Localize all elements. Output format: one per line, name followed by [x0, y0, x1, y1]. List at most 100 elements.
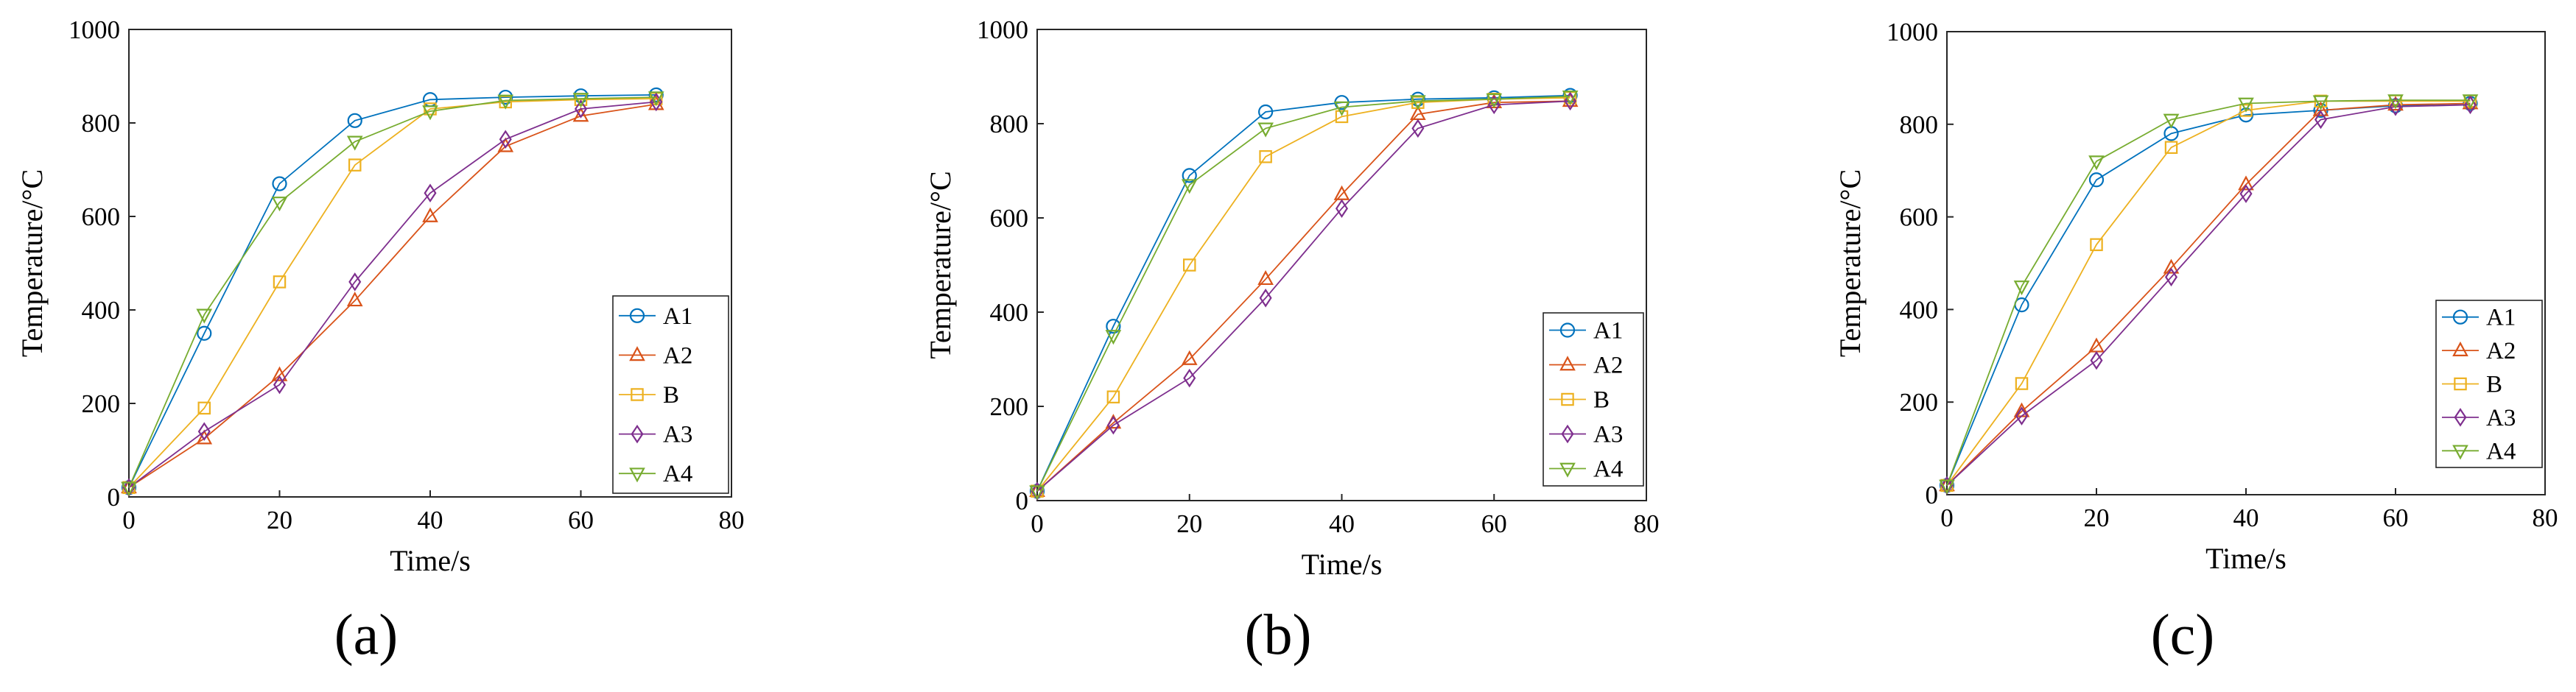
series-line-a2 [1946, 102, 2471, 487]
legend-label-a4: A4 [2486, 438, 2516, 465]
data-point-a3 [2015, 406, 2029, 426]
x-axis-title: Time/s [1302, 548, 1383, 581]
legend-label-b: B [663, 382, 679, 409]
data-point-a2 [2163, 258, 2180, 274]
y-tick-label: 400 [1900, 295, 1939, 324]
data-point-a4 [572, 93, 589, 108]
legend-marker-a3 [2454, 408, 2467, 427]
series-line-b [128, 98, 656, 488]
data-point-a3 [1106, 415, 1120, 435]
data-point-a4 [1410, 95, 1426, 110]
data-point-a4 [1486, 93, 1503, 108]
data-point-b [1182, 258, 1196, 272]
data-point-a3 [2314, 110, 2328, 130]
data-point-a4 [121, 481, 137, 497]
data-point-a3 [499, 130, 512, 149]
data-point-a3 [2239, 184, 2253, 203]
legend-marker-b [2454, 377, 2467, 391]
data-point-a1 [573, 88, 589, 104]
data-point-b [1335, 110, 1349, 124]
panel-label: (a) [334, 602, 399, 666]
data-point-b [2015, 377, 2029, 390]
legend-label-a3: A3 [2486, 405, 2516, 431]
y-tick-label: 600 [82, 202, 121, 231]
data-point-b [2090, 238, 2103, 252]
data-point-a4 [1105, 330, 1122, 345]
data-point-a4 [346, 135, 363, 151]
legend-marker-b [1561, 392, 1574, 406]
legend-label-b: B [1593, 387, 1610, 414]
x-tick-label: 40 [2233, 504, 2259, 532]
data-point-a2 [271, 366, 288, 381]
legend-label-a3: A3 [1593, 422, 1623, 448]
data-point-b [273, 275, 287, 289]
panel-label: (c) [2151, 602, 2215, 666]
legend-label-a4: A4 [1593, 456, 1623, 483]
data-point-a4 [1029, 485, 1045, 501]
y-axis-title: Temperature/°C [924, 171, 957, 359]
y-tick-label: 200 [990, 392, 1029, 421]
chart-panel-1: 0 20 40 60 8002004006008001000Time/sTemperat… [15, 15, 745, 666]
data-point-b [2239, 104, 2253, 117]
series-line-a1 [1946, 102, 2471, 486]
x-tick-label: 20 [2084, 504, 2110, 532]
y-tick-label: 0 [1016, 487, 1029, 515]
data-point-a1 [347, 113, 362, 128]
data-point-a3 [2389, 97, 2402, 116]
x-tick-label: 0 [1031, 509, 1044, 538]
data-point-b [2164, 141, 2178, 155]
data-point-a2 [497, 137, 514, 152]
y-tick-label: 200 [82, 389, 121, 418]
x-tick-label: 20 [267, 506, 292, 534]
y-tick-label: 800 [1900, 110, 1939, 139]
data-point-a1 [2088, 172, 2105, 188]
data-point-a4 [647, 91, 664, 107]
data-point-a4 [497, 94, 514, 110]
legend-label-a1: A1 [2486, 305, 2516, 331]
data-point-a4 [1257, 122, 1274, 138]
data-point-a3 [348, 272, 362, 292]
data-point-a4 [422, 105, 438, 121]
panel-label: (b) [1245, 602, 1312, 666]
data-point-a3 [197, 422, 211, 441]
chart-panel-2: 0 20 40 60 8002004006008001000Time/sTemperat… [924, 15, 1660, 666]
legend-marker-a2 [629, 346, 645, 361]
legend-marker-b [631, 388, 644, 401]
data-point-a1 [272, 176, 287, 191]
legend-label-a2: A2 [2486, 338, 2516, 364]
legend-marker-a4 [629, 467, 645, 483]
legend-label-a2: A2 [1593, 353, 1623, 379]
legend-marker-a3 [631, 424, 644, 444]
data-point-a2 [1181, 350, 1198, 365]
x-tick-label: 60 [1481, 509, 1507, 538]
data-point-a4 [2013, 280, 2030, 296]
y-tick-label: 0 [108, 483, 121, 512]
series-line-a3 [1946, 104, 2471, 487]
series-line-a4 [1036, 96, 1570, 492]
x-axis-title: Time/s [390, 544, 471, 577]
x-axis-title: Time/s [2205, 542, 2287, 575]
x-tick-label: 0 [122, 506, 136, 534]
series-line-a3 [128, 101, 656, 489]
legend-label-b: B [2486, 372, 2502, 398]
y-tick-label: 400 [82, 296, 121, 325]
data-point-a3 [1335, 199, 1349, 218]
legend-label-a1: A1 [1593, 318, 1623, 345]
data-point-a4 [2312, 95, 2329, 110]
legend-marker-a1 [2452, 309, 2468, 325]
series-line-a1 [1036, 94, 1570, 492]
y-tick-label: 1000 [977, 15, 1028, 44]
y-axis-title: Temperature/°C [1833, 169, 1867, 357]
legend-label-a1: A1 [663, 303, 692, 330]
data-point-a2 [572, 107, 589, 122]
x-tick-label: 40 [1329, 509, 1355, 538]
data-point-a2 [422, 207, 438, 222]
series-line-a2 [128, 103, 656, 489]
data-point-a3 [424, 183, 437, 203]
legend-label-a3: A3 [663, 422, 692, 448]
x-tick-label: 0 [1940, 504, 1954, 532]
data-point-a4 [1181, 179, 1198, 194]
data-point-a4 [1939, 479, 1955, 495]
